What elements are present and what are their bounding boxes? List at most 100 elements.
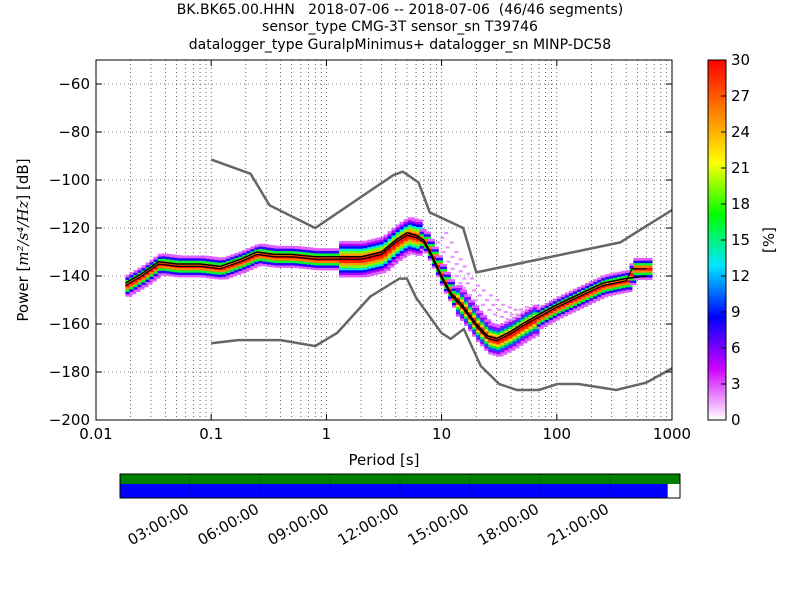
heatmap-cell xyxy=(189,267,197,271)
heatmap-cell xyxy=(496,341,504,345)
heatmap-cell xyxy=(169,259,177,263)
heatmap-cell xyxy=(468,304,476,308)
heatmap-cell xyxy=(484,331,492,335)
heatmap-cell xyxy=(411,242,419,246)
y-axis-label: Power [m²/s⁴/Hz] [dB] xyxy=(14,158,32,321)
heatmap-cell xyxy=(137,282,145,285)
heatmap-cell xyxy=(452,288,459,291)
heatmap-cell xyxy=(157,265,165,269)
heatmap-cell xyxy=(407,226,415,230)
heatmap-cell xyxy=(419,243,427,247)
heatmap-cell xyxy=(581,304,588,307)
heatmap-cell xyxy=(532,321,540,325)
heatmap-cell xyxy=(129,286,137,290)
heatmap-cell xyxy=(577,303,584,307)
heatmap-cell xyxy=(339,245,347,249)
heatmap-cell xyxy=(363,257,371,261)
heatmap-cell xyxy=(568,290,576,294)
heatmap-cell xyxy=(629,265,637,269)
heatmap-cell xyxy=(379,241,387,245)
heatmap-cell xyxy=(343,241,351,244)
heatmap-cell xyxy=(516,338,524,342)
heatmap-cell xyxy=(169,254,177,258)
heatmap-cell xyxy=(198,272,205,276)
heatmap-cell xyxy=(129,289,137,292)
heatmap-outlier-cell xyxy=(441,251,446,254)
heatmap-outlier-cell xyxy=(509,313,514,316)
heatmap-cell xyxy=(456,297,463,300)
heatmap-cell xyxy=(508,340,516,344)
heatmap-cell xyxy=(577,286,584,290)
heatmap-cell xyxy=(548,310,556,313)
heatmap-cell xyxy=(327,267,334,271)
heatmap-outlier-cell xyxy=(481,289,486,292)
heatmap-cell xyxy=(476,334,484,338)
heatmap-cell xyxy=(383,253,391,257)
heatmap-cell xyxy=(339,260,347,264)
heatmap-cell xyxy=(568,309,576,313)
heatmap-cell xyxy=(399,245,407,249)
heatmap-cell xyxy=(500,340,508,343)
heatmap-cell xyxy=(484,336,492,339)
heatmap-cell xyxy=(508,345,516,349)
heatmap-cell xyxy=(609,283,617,286)
heatmap-cell xyxy=(645,265,653,268)
heatmap-cell xyxy=(415,248,423,251)
heatmap-cell xyxy=(464,304,472,307)
heatmap-cell xyxy=(439,273,447,277)
heatmap-cell xyxy=(448,279,455,282)
heatmap-cell xyxy=(323,248,330,252)
heatmap-cell xyxy=(306,249,314,253)
heatmap-outlier-cell xyxy=(473,299,478,302)
heatmap-cell xyxy=(359,253,367,256)
heatmap-cell xyxy=(371,250,379,254)
heatmap-cell xyxy=(480,324,488,328)
heatmap-cell xyxy=(500,349,508,353)
heatmap-cell xyxy=(415,253,423,256)
heatmap-cell xyxy=(452,285,459,289)
heatmap-cell xyxy=(452,304,459,308)
heatmap-outlier-cell xyxy=(495,299,500,302)
heatmap-cell xyxy=(625,272,633,276)
heatmap-outlier-cell xyxy=(461,287,466,290)
heatmap-cell xyxy=(625,282,633,285)
heatmap-cell xyxy=(194,267,201,271)
heatmap-cell xyxy=(339,248,347,252)
heatmap-cell xyxy=(250,263,258,266)
heatmap-cell xyxy=(645,277,653,280)
heatmap-cell xyxy=(218,269,226,273)
heatmap-cell xyxy=(177,260,185,264)
heatmap-cell xyxy=(230,271,238,274)
heatmap-cell xyxy=(250,265,258,269)
heatmap-cell xyxy=(403,248,411,251)
heatmap-cell xyxy=(484,319,492,323)
heatmap-cell xyxy=(222,262,230,265)
heatmap-cell xyxy=(407,248,415,252)
heatmap-cell xyxy=(210,268,218,272)
heatmap-cell xyxy=(185,260,193,264)
heatmap-cell xyxy=(460,315,468,319)
heatmap-cell xyxy=(177,255,185,259)
heatmap-cell xyxy=(230,264,238,267)
heatmap-cell xyxy=(552,298,560,302)
heatmap-cell xyxy=(359,243,367,247)
heatmap-cell xyxy=(524,333,532,337)
heatmap-cell xyxy=(609,285,617,289)
heatmap-cell xyxy=(226,272,234,276)
heatmap-cell xyxy=(456,299,463,303)
heatmap-cell xyxy=(226,265,234,269)
heatmap-cell xyxy=(355,265,363,268)
heatmap-cell xyxy=(419,245,427,249)
heatmap-cell xyxy=(278,260,286,264)
heatmap-cell xyxy=(492,324,500,327)
heatmap-cell xyxy=(343,248,351,252)
y-tick-label: −60 xyxy=(58,75,90,93)
heatmap-cell xyxy=(568,307,576,311)
heatmap-cell xyxy=(238,251,246,255)
heatmap-cell xyxy=(581,296,588,300)
heatmap-cell xyxy=(435,264,443,268)
heatmap-cell xyxy=(339,274,347,278)
heatmap-cell xyxy=(371,257,379,261)
colorbar-tick-label: 24 xyxy=(731,123,750,141)
heatmap-outlier-cell xyxy=(449,241,454,244)
